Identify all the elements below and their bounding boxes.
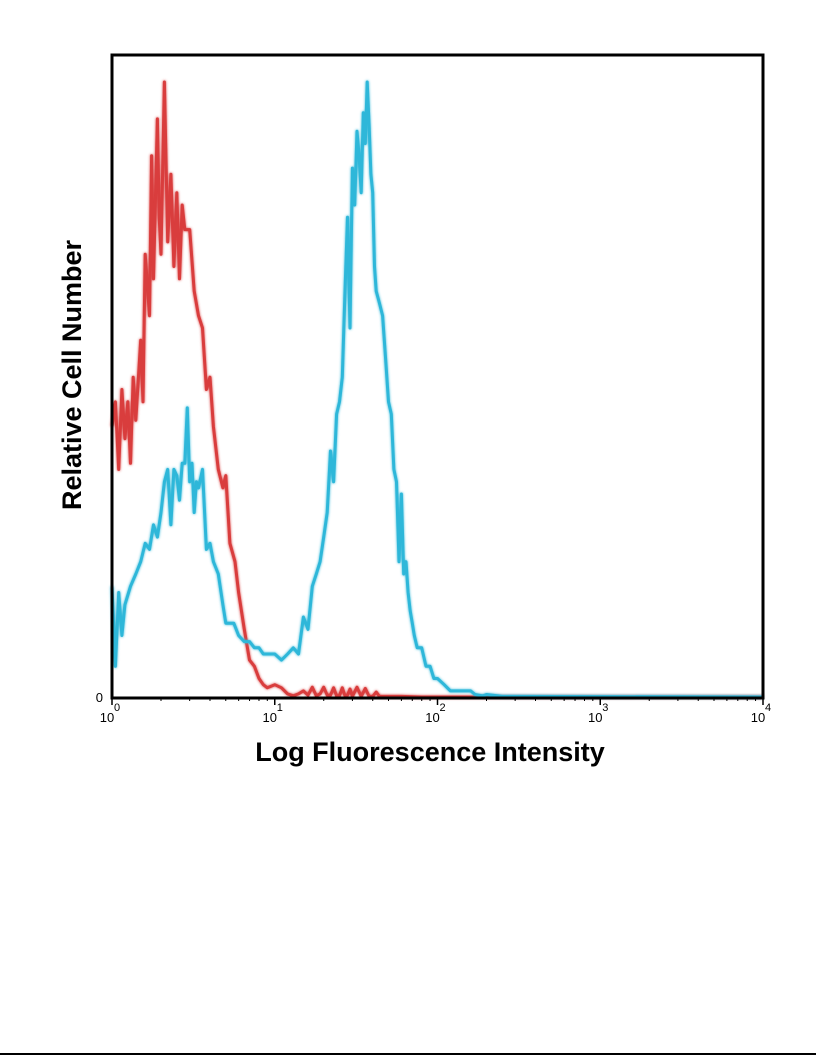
- series-line-0: [110, 80, 763, 699]
- y-axis-title: Relative Cell Number: [57, 239, 87, 510]
- series-line-1: [110, 80, 764, 699]
- x-tick-label-0: 10: [100, 710, 114, 725]
- x-tick-exponent-1: 1: [277, 702, 283, 714]
- x-tick-exponent-4: 4: [765, 702, 771, 714]
- x-tick-label-2: 10: [425, 710, 439, 725]
- x-axis-title: Log Fluorescence Intensity: [255, 737, 605, 767]
- x-tick-exponent-2: 2: [439, 702, 445, 714]
- x-tick-label-4: 10: [751, 710, 765, 725]
- x-tick-label-1: 10: [263, 710, 277, 725]
- series-layer: [110, 80, 764, 699]
- x-tick-exponent-3: 3: [602, 702, 608, 714]
- y-tick-label-0: 0: [96, 690, 103, 705]
- x-tick-label-3: 10: [588, 710, 602, 725]
- x-tick-exponent-0: 0: [114, 702, 120, 714]
- bottom-divider: [0, 1053, 816, 1055]
